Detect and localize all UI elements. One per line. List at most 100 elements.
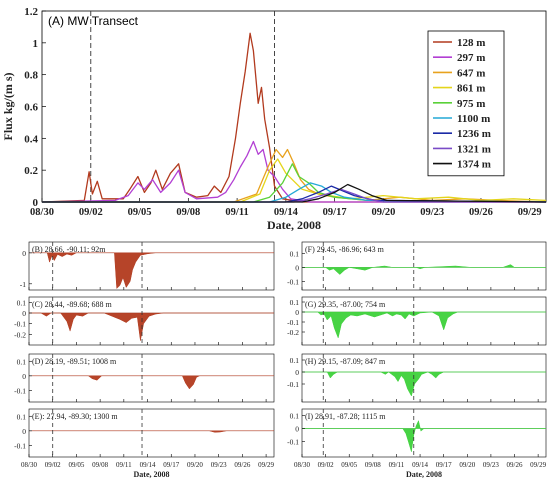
panel-flux-area (302, 419, 546, 452)
series-line-975-m (42, 163, 547, 203)
panel-frame (301, 408, 547, 458)
panel-x-axis-label: Date, 2008 (134, 470, 170, 479)
panel-frame (301, 241, 547, 291)
series-line-861-m (42, 158, 547, 203)
main-x-axis-label: Date, 2008 (267, 218, 321, 232)
series-line-128-m (41, 32, 546, 203)
panel-x-tick-label: 09/14 (140, 461, 156, 469)
panel-b: 0 -1 (B) 28.66, -90.11; 92m (20, 241, 275, 291)
main-y-tick-label: 0 (33, 197, 39, 209)
panel-y-tick-label: 0.1 (290, 249, 300, 258)
legend-label-1321-m: 1321 m (457, 143, 491, 155)
panel-y-tick-label: 0 (295, 368, 299, 377)
panel-x-tick-label: 09/23 (211, 461, 227, 469)
panel-x-tick-label: 09/17 (436, 461, 452, 469)
panel-y-tick-label: 0 (295, 308, 299, 317)
panel-i: 0.1 0 -0.1 08/30 09/02 09/05 09/08 09/11 09/14 09… (287, 408, 547, 479)
legend: 128 m 297 m 647 m 861 m 975 m 1100 m 1236 m 132… (427, 30, 505, 177)
main-y-tick-label: 1 (33, 38, 39, 50)
panel-y-tick-label: -0.1 (287, 380, 299, 389)
main-x-tick-label: 09/26 (469, 207, 493, 218)
main-y-tick-label: 0.8 (24, 70, 38, 82)
series-line-1374-m (42, 183, 547, 203)
main-x-tick-label: 09/02 (79, 207, 103, 218)
panel-x-tick-label: 09/02 (45, 461, 61, 469)
panel-frame (301, 353, 547, 403)
legend-label-861-m: 861 m (457, 83, 485, 95)
main-y-tick-label: 0.6 (24, 102, 38, 114)
panel-x-tick-label: 09/23 (483, 461, 499, 469)
panel-y-tick-label: 0 (22, 249, 26, 258)
panel-flux-area (302, 264, 546, 275)
panel-frame (28, 241, 275, 291)
panel-y-tick-label: 0.1 (290, 298, 300, 307)
panel-y-tick-label: -0.2 (287, 328, 299, 337)
panel-flux-area (302, 371, 546, 397)
panel-x-tick-label: 09/20 (459, 461, 475, 469)
panel-x-tick-label: 09/29 (258, 461, 274, 469)
panel-label: (D) 28.19, -89.51; 1008 m (32, 357, 117, 366)
panel-x-tick-label: 09/05 (341, 461, 357, 469)
series-line-297-m (41, 140, 546, 203)
panel-e: 0.1 0 -0.1 08/30 09/02 09/05 09/08 09/11 09/14 09… (14, 408, 275, 479)
panel-y-tick-label: 0 (22, 372, 26, 381)
panel-flux-area (302, 311, 546, 339)
panel-label: (E): 27.94, -89.30; 1300 m (32, 412, 118, 421)
panel-y-tick-label: 0.1 (17, 298, 27, 307)
panel-y-tick-label: -0.1 (287, 437, 299, 446)
panel-y-tick-label: -0.1 (14, 441, 26, 450)
panel-y-tick-label: -0.2 (14, 330, 26, 339)
main-x-tick-label: 09/11 (225, 207, 248, 218)
panel-y-tick-label: 0.1 (17, 357, 27, 366)
panel-c: 0.1 0 -0.1-0.2 (C) 28.44, -89.68; 688 m (14, 296, 275, 346)
panel-label: (C) 28.44, -89.68; 688 m (32, 300, 113, 309)
main-x-tick-label: 09/20 (371, 207, 395, 218)
panel-flux-area (29, 375, 274, 390)
main-y-tick-label: 0.2 (24, 165, 38, 177)
panel-f: 0.1 0 -0.1 (F) 29.45, -86.96; 643 m (287, 241, 547, 291)
series-line-1100-m (42, 182, 547, 203)
panel-x-tick-label: 08/30 (294, 461, 310, 469)
panel-x-tick-label: 08/30 (21, 461, 37, 469)
main-x-tick-label: 08/30 (30, 207, 54, 218)
legend-label-1100-m: 1100 m (457, 113, 490, 125)
panel-y-tick-label: 0.1 (17, 412, 27, 421)
panel-g: 0.10-0.1-0.2 (G) 29.35, -87.00; 754 m (287, 296, 547, 346)
panel-x-tick-label: 09/20 (187, 461, 203, 469)
panel-flux-area (29, 252, 274, 290)
panel-d: 0.1 0 -0.1 (D) 28.19, -89.51; 1008 m (14, 353, 275, 403)
panel-y-tick-label: -0.1 (287, 318, 299, 327)
legend-label-647-m: 647 m (457, 67, 485, 79)
legend-label-128-m: 128 m (457, 37, 485, 49)
panel-y-tick-label: -0.1 (287, 278, 299, 287)
main-x-tick-label: 09/05 (128, 207, 152, 218)
panel-x-tick-label: 09/08 (92, 461, 108, 469)
panel-x-tick-label: 09/08 (365, 461, 381, 469)
panel-y-tick-label: 0 (295, 424, 299, 433)
panel-y-tick-label: 0.1 (290, 356, 300, 365)
main-x-tick-label: 09/29 (518, 207, 542, 218)
panel-y-tick-label: -0.1 (14, 320, 26, 329)
legend-label-1374-m: 1374 m (457, 159, 491, 171)
panel-label: (G) 29.35, -87.00; 754 m (305, 300, 386, 309)
panel-y-tick-label: 0.1 (290, 411, 300, 420)
main-chart-title: (A) MW Transect (48, 14, 139, 28)
panel-y-tick-label: -0.1 (14, 386, 26, 395)
legend-label-297-m: 297 m (457, 52, 485, 64)
series-line-647-m (42, 148, 547, 203)
main-chart: 0 0.2 0.4 0.6 0.8 1 1.2 08/30 09/02 09/05 09/08 09/… (1, 6, 547, 232)
panel-label: (B) 28.66, -90.11; 92m (32, 245, 106, 254)
panel-x-tick-label: 09/26 (507, 461, 523, 469)
panel-x-tick-label: 09/26 (234, 461, 250, 469)
panel-x-axis-label: Date, 2008 (406, 470, 442, 479)
panel-flux-area (29, 430, 274, 433)
main-y-tick-label: 1.2 (24, 6, 38, 18)
panel-y-tick-label: 0 (295, 263, 299, 272)
panel-x-tick-label: 09/29 (530, 461, 546, 469)
panel-h: 0.1 0 -0.1 (H) 29.15, -87.09; 847 m (287, 353, 547, 403)
panel-x-tick-label: 09/11 (116, 461, 132, 469)
main-x-tick-label: 09/23 (420, 207, 444, 218)
series-line-1321-m (42, 188, 546, 203)
panel-label: (F) 29.45, -86.96; 643 m (305, 245, 385, 254)
